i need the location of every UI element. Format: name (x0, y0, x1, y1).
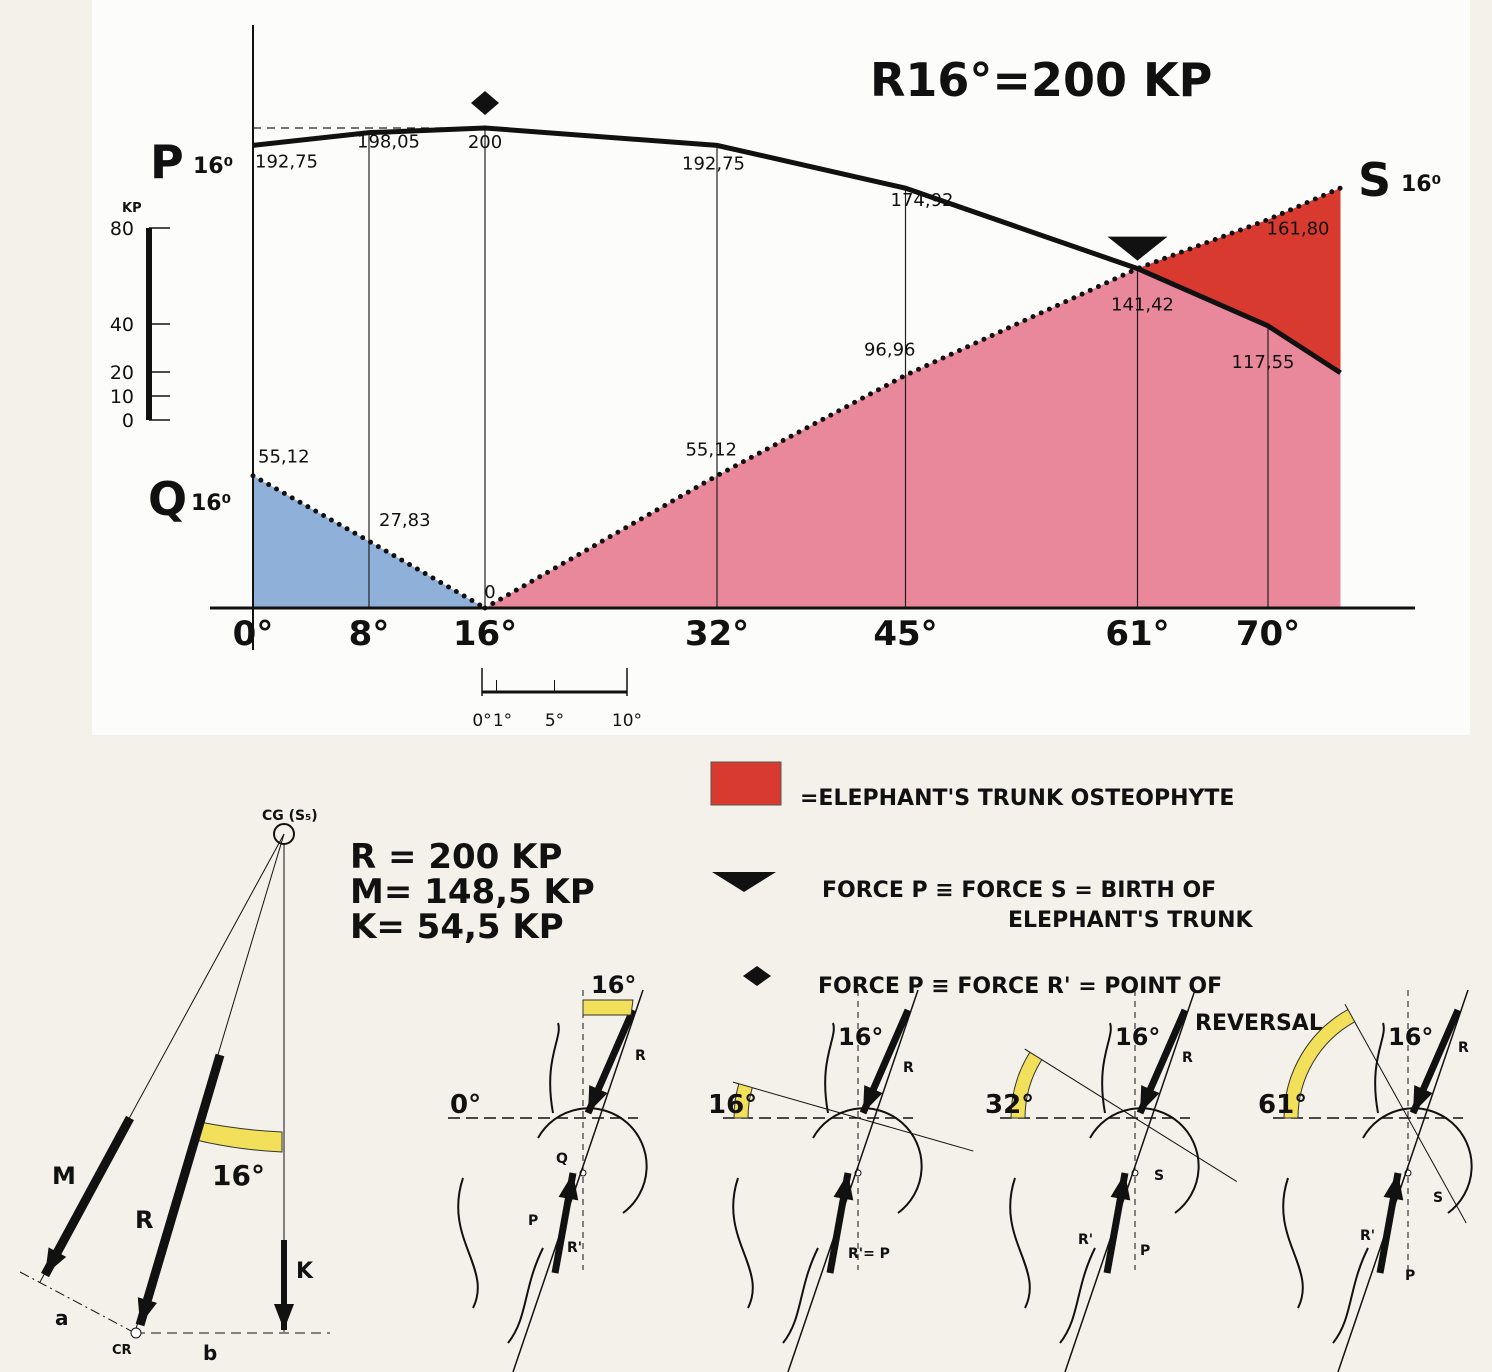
value-label: 192,75 (682, 153, 745, 174)
pelvis-outline (733, 1023, 834, 1343)
force-label: R' (567, 1240, 582, 1256)
top-angle-label: 16° (1115, 1023, 1160, 1051)
diagram-label: CG (S₅) (262, 808, 318, 824)
femoral-head (538, 1108, 647, 1213)
series-name: S (1358, 153, 1391, 207)
diagram-label: M (52, 1162, 76, 1190)
series-subscript: 16⁰ (193, 154, 233, 179)
value-label: 0 (484, 582, 495, 603)
scale-tick-label: 0° (472, 711, 491, 731)
femoral-head (813, 1108, 922, 1213)
top-band (583, 1000, 633, 1015)
force-label: P (1405, 1268, 1415, 1284)
arrow-head (45, 1247, 66, 1275)
legend-text: ELEPHANT'S TRUNK (1008, 908, 1254, 933)
legend-diamond (743, 966, 771, 986)
force-arrow (45, 1118, 130, 1275)
force-label: R (1458, 1040, 1469, 1056)
y-tick-label: 40 (110, 314, 134, 336)
x-tick-label: 8° (349, 614, 390, 654)
y-tick-label: 10 (110, 386, 134, 408)
value-label: 117,55 (1232, 352, 1295, 373)
value-label: 55,12 (685, 440, 737, 461)
figure: R16°=200 KP 0° 8° 16° 32° 45° 61° 70° 192,75 198… (0, 0, 1492, 1372)
force-label: Q (556, 1151, 568, 1167)
x-tick-label: 16° (453, 614, 517, 654)
tilt-line (1025, 1049, 1237, 1181)
top-angle-label: 16° (838, 1023, 883, 1051)
legend-text: FORCE P ≡ FORCE S = BIRTH OF (822, 878, 1216, 903)
value-label: 192,75 (255, 151, 318, 172)
tilt-label: 16° (708, 1090, 757, 1120)
force-label: S (1154, 1168, 1164, 1184)
force-label: R' (1078, 1232, 1093, 1248)
value-label: 55,12 (258, 447, 310, 468)
chart-title: R16°=200 KP (870, 53, 1212, 107)
value-label: 27,83 (379, 510, 431, 531)
force-label: P (1140, 1243, 1150, 1259)
lever-line (20, 1272, 135, 1333)
value-label: 200 (468, 132, 502, 153)
tilt-line (733, 1082, 973, 1151)
x-tick-label: 45° (873, 614, 937, 654)
y-tick-label: 80 (110, 218, 134, 240)
legend-triangle (712, 872, 776, 892)
scale-tick-label: 5° (545, 711, 564, 731)
x-tick-label: 70° (1236, 614, 1300, 654)
y-axis-label: KP (122, 201, 142, 216)
series-subscript: 16⁰ (191, 491, 231, 516)
pelvis-outline (458, 1023, 559, 1343)
legend-text: FORCE P ≡ FORCE R' = POINT OF (818, 974, 1222, 999)
force-label: R (1182, 1050, 1193, 1066)
force-label: R (635, 1048, 646, 1064)
top-angle-label: 16° (1388, 1023, 1433, 1051)
load-line (513, 990, 643, 1372)
diagram-label: a (55, 1306, 69, 1330)
diagram-label: b (203, 1341, 217, 1365)
angle-band (196, 1122, 282, 1152)
top-angle-label: 16° (591, 971, 636, 999)
force-label: P (528, 1213, 538, 1229)
tilt-label: 32° (985, 1090, 1034, 1120)
force-label: S (1433, 1190, 1443, 1206)
force-label: R'= P (848, 1246, 890, 1262)
y-tick-label: 20 (110, 362, 134, 384)
legend-text: REVERSAL (1195, 1011, 1323, 1036)
arrow-head (274, 1304, 294, 1330)
x-tick-label: 32° (685, 614, 749, 654)
diagram-label: CR (112, 1343, 132, 1358)
series-name: Q (148, 472, 187, 526)
value-label: 141,42 (1111, 295, 1174, 316)
scale-tick-label: 10° (612, 711, 642, 731)
y-tick-label: 0 (122, 410, 134, 432)
force-label: R (903, 1060, 914, 1076)
legend-swatch (711, 762, 781, 805)
tilt-label: 0° (450, 1090, 481, 1120)
cr-point (131, 1328, 141, 1338)
diagram-label: R (135, 1206, 153, 1234)
series-name: P (150, 135, 184, 189)
x-tick-label: 61° (1105, 614, 1169, 654)
legend-text: =ELEPHANT'S TRUNK OSTEOPHYTE (800, 786, 1234, 811)
diagram-label: K (296, 1259, 314, 1284)
value-label: 161,80 (1267, 219, 1330, 240)
arrow-head (138, 1297, 157, 1325)
force-label: R' (1360, 1228, 1375, 1244)
value-label: 174,92 (891, 190, 954, 211)
x-tick-label: 0° (233, 614, 274, 654)
value-label: 198,05 (357, 132, 420, 153)
force-arrow (140, 1055, 220, 1325)
diagram-label: M= 148,5 KP (350, 872, 595, 912)
series-subscript: 16⁰ (1401, 172, 1441, 197)
diagram-label: R = 200 KP (350, 837, 562, 877)
tilt-label: 61° (1258, 1090, 1307, 1120)
page: {"chart_data": {"type": "area-line", "ti… (0, 0, 1492, 1372)
diagram-label: 16° (212, 1159, 265, 1192)
femoral-head (1363, 1108, 1472, 1213)
diagram-label: K= 54,5 KP (350, 907, 564, 947)
value-label: 96,96 (864, 339, 916, 360)
scale-tick-label: 1° (493, 711, 512, 731)
